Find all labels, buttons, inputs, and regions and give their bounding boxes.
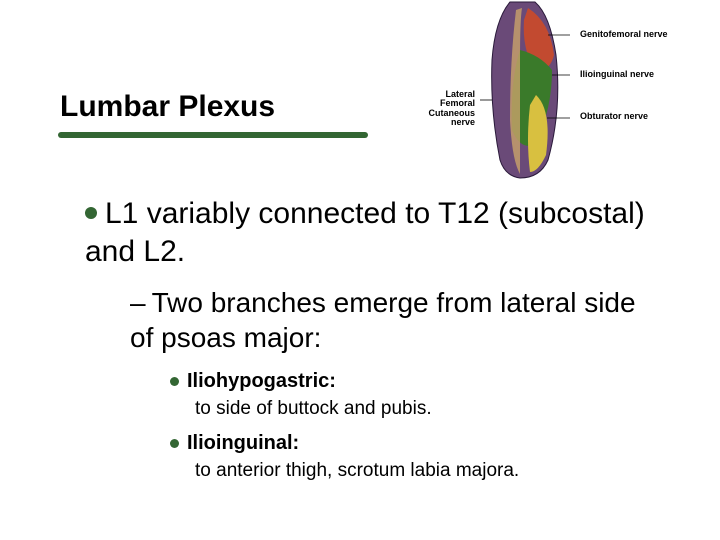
branch-item-2: Ilioinguinal: (170, 432, 299, 455)
slide: Lumbar Plexus L1 variably connected to T… (0, 0, 720, 540)
bullet-icon (85, 207, 97, 219)
anatomy-diagram: Lateral Femoral Cutaneous nerve Genitofe… (460, 0, 720, 185)
sub-text: Two branches emerge from lateral side of… (130, 287, 636, 353)
branch-detail-2: to anterior thigh, scrotum labia majora. (195, 460, 519, 482)
label-genitofemoral: Genitofemoral nerve (580, 30, 700, 39)
branch-detail-1: to side of buttock and pubis. (195, 398, 432, 420)
sub-bullet: –Two branches emerge from lateral side o… (130, 285, 650, 355)
label-lateral-femoral-cutaneous: Lateral Femoral Cutaneous nerve (415, 90, 475, 128)
thigh-illustration (480, 0, 570, 180)
thigh-svg (480, 0, 570, 180)
branch-name: Iliohypogastric: (187, 370, 336, 392)
bullet-icon (170, 377, 179, 386)
dash-icon: – (130, 285, 146, 320)
branch-item-1: Iliohypogastric: (170, 370, 336, 393)
main-text: L1 variably connected to T12 (subcostal)… (85, 197, 645, 268)
branch-name: Ilioinguinal: (187, 432, 299, 454)
bullet-icon (170, 439, 179, 448)
slide-title: Lumbar Plexus (60, 90, 275, 124)
label-obturator: Obturator nerve (580, 112, 700, 121)
main-bullet: L1 variably connected to T12 (subcostal)… (85, 195, 645, 270)
label-ilioinguinal: Ilioinguinal nerve (580, 70, 700, 79)
title-underline (58, 132, 368, 138)
